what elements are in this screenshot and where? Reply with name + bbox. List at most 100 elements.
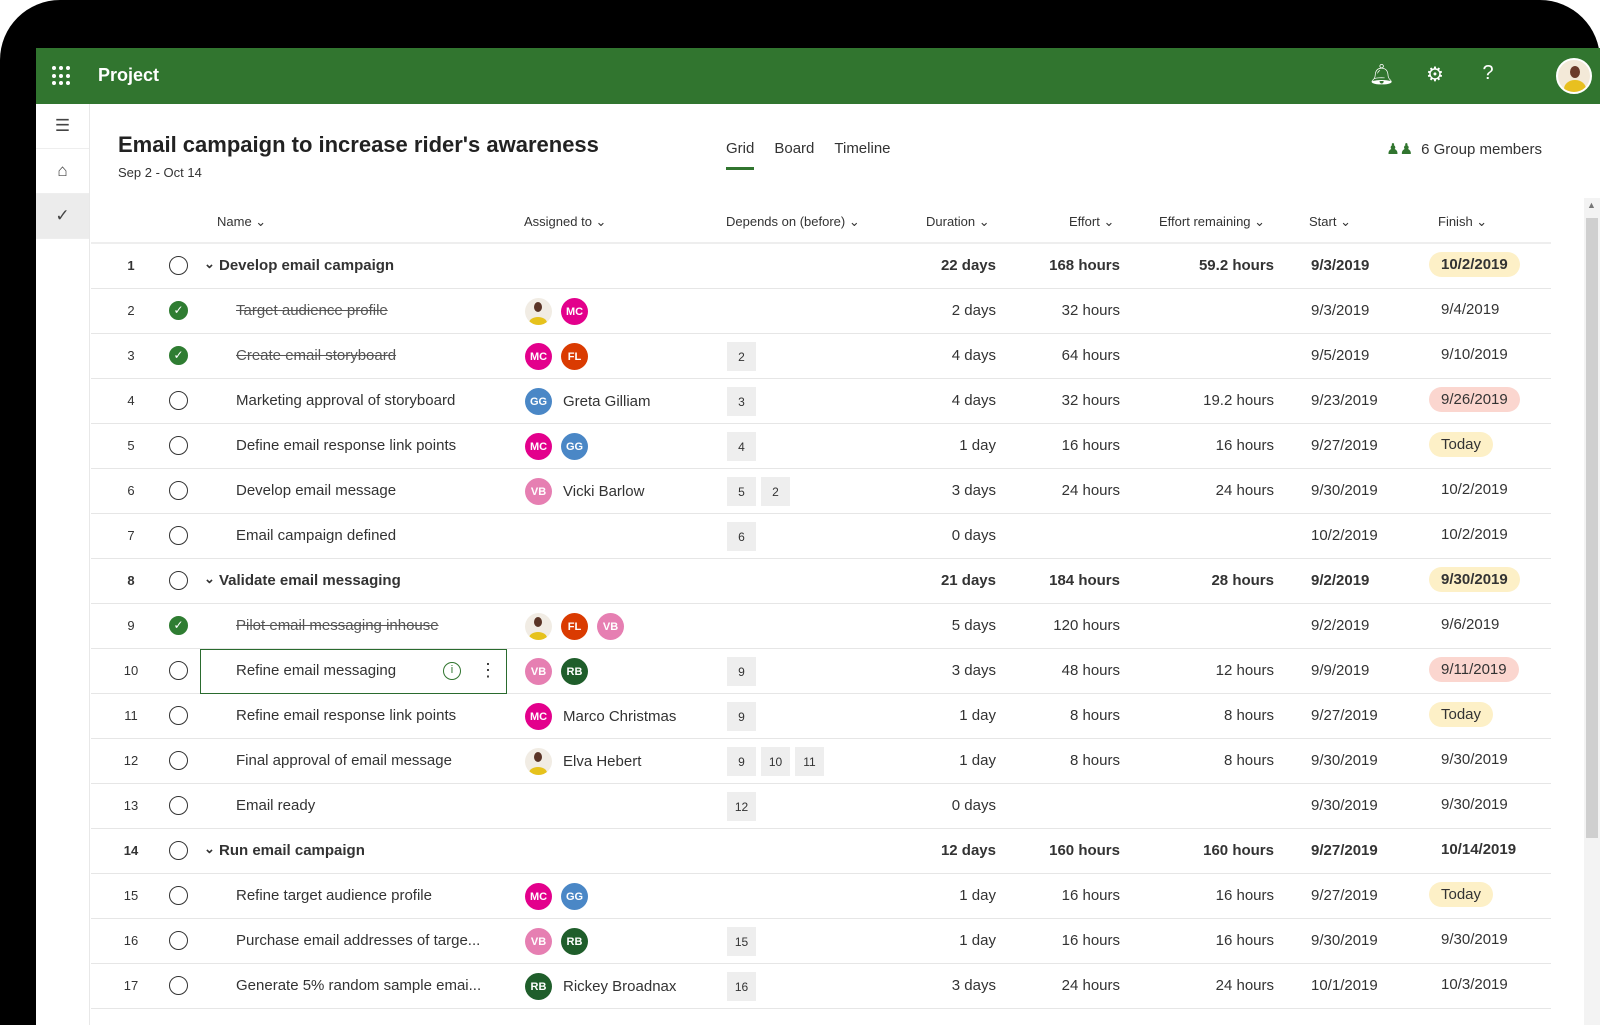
- task-name[interactable]: Generate 5% random sample emai...: [236, 977, 482, 994]
- start-date[interactable]: 10/2/2019: [1311, 527, 1378, 544]
- app-name[interactable]: Project: [98, 65, 160, 85]
- table-row[interactable]: 13 Email ready 12 0 days 9/30/2019 9/30/2019: [91, 784, 1551, 829]
- start-date[interactable]: 9/30/2019: [1311, 797, 1378, 814]
- effort[interactable]: 160 hours: [1049, 842, 1120, 859]
- completed-check-icon[interactable]: ✓: [169, 346, 188, 365]
- group-row[interactable]: 8 ⌄ Validate email messaging 21 days 184 hou…: [91, 559, 1551, 604]
- dependency-chip[interactable]: 2: [761, 477, 790, 506]
- duration[interactable]: 4 days: [951, 347, 996, 364]
- complete-task-checkbox[interactable]: [169, 661, 188, 680]
- col-name[interactable]: Name ⌄: [217, 214, 267, 229]
- finish-date[interactable]: 9/4/2019: [1441, 301, 1500, 318]
- dependency-chip[interactable]: 6: [727, 522, 756, 551]
- finish-date[interactable]: 10/14/2019: [1441, 841, 1517, 858]
- gear-icon[interactable]: ⚙︎: [1426, 64, 1444, 86]
- task-name[interactable]: Develop email campaign: [219, 257, 395, 274]
- table-row[interactable]: 9 ✓ Pilot email messaging inhouse FL VB 5 day…: [91, 604, 1551, 649]
- duration[interactable]: 5 days: [951, 617, 996, 634]
- dependency-chip[interactable]: 2: [727, 342, 756, 371]
- finish-date[interactable]: 9/26/2019: [1429, 387, 1520, 412]
- effort-remaining[interactable]: 24 hours: [1215, 977, 1274, 994]
- finish-date[interactable]: 9/6/2019: [1441, 616, 1500, 633]
- start-date[interactable]: 9/23/2019: [1311, 392, 1378, 409]
- effort-remaining[interactable]: 160 hours: [1203, 842, 1274, 859]
- assignee-avatar[interactable]: MC: [525, 703, 552, 730]
- completed-check-icon[interactable]: ✓: [169, 616, 188, 635]
- effort-remaining[interactable]: 8 hours: [1223, 707, 1274, 724]
- finish-date[interactable]: Today: [1429, 702, 1494, 727]
- effort[interactable]: 32 hours: [1061, 302, 1120, 319]
- duration[interactable]: 2 days: [951, 302, 996, 319]
- help-icon[interactable]: ?: [1482, 62, 1494, 84]
- complete-task-checkbox[interactable]: [169, 526, 188, 545]
- duration[interactable]: 1 day: [959, 437, 996, 454]
- task-name[interactable]: Run email campaign: [219, 842, 365, 859]
- effort[interactable]: 64 hours: [1061, 347, 1120, 364]
- effort-remaining[interactable]: 12 hours: [1215, 662, 1274, 679]
- start-date[interactable]: 9/3/2019: [1311, 302, 1370, 319]
- assignee-avatar[interactable]: RB: [525, 973, 552, 1000]
- start-date[interactable]: 9/27/2019: [1311, 842, 1378, 859]
- finish-date[interactable]: 9/11/2019: [1429, 657, 1519, 682]
- complete-task-checkbox[interactable]: [169, 391, 188, 410]
- assignee-avatar[interactable]: GG: [525, 388, 552, 415]
- duration[interactable]: 3 days: [951, 662, 996, 679]
- task-name[interactable]: Email ready: [236, 797, 316, 814]
- table-row[interactable]: 15 Refine target audience profile MC GG 1 da…: [91, 874, 1551, 919]
- task-name[interactable]: Create email storyboard: [236, 347, 397, 364]
- info-icon[interactable]: i: [443, 662, 461, 680]
- assignees[interactable]: MC FL: [525, 343, 588, 370]
- table-row[interactable]: 16 Purchase email addresses of targe... VB…: [91, 919, 1551, 964]
- avatar[interactable]: [1556, 58, 1592, 94]
- assignee-avatar[interactable]: RB: [561, 928, 588, 955]
- bell-icon[interactable]: 🔔︎: [1369, 64, 1395, 86]
- assignee-avatar[interactable]: MC: [561, 298, 588, 325]
- complete-task-checkbox[interactable]: [169, 886, 188, 905]
- assignees[interactable]: VB RB: [525, 928, 588, 955]
- task-name[interactable]: Define email response link points: [236, 437, 457, 454]
- scroll-up-icon[interactable]: ▲: [1587, 200, 1596, 210]
- tab-grid[interactable]: Grid: [726, 140, 755, 170]
- complete-task-checkbox[interactable]: [169, 706, 188, 725]
- table-row[interactable]: 3 ✓ Create email storyboard MC FL 2 4 days 64 h…: [91, 334, 1551, 379]
- finish-date[interactable]: 10/2/2019: [1441, 526, 1508, 543]
- col-assigned[interactable]: Assigned to ⌄: [524, 214, 607, 229]
- complete-task-checkbox[interactable]: [169, 841, 188, 860]
- start-date[interactable]: 9/27/2019: [1311, 707, 1378, 724]
- effort-remaining[interactable]: 8 hours: [1223, 752, 1274, 769]
- task-name[interactable]: Email campaign defined: [236, 527, 397, 544]
- assignee-avatar[interactable]: [525, 613, 552, 640]
- assignee-avatar[interactable]: VB: [597, 613, 624, 640]
- duration[interactable]: 12 days: [940, 842, 996, 859]
- effort[interactable]: 24 hours: [1061, 977, 1120, 994]
- complete-task-checkbox[interactable]: [169, 976, 188, 995]
- tab-timeline[interactable]: Timeline: [834, 140, 891, 157]
- dependency-chip[interactable]: 5: [727, 477, 756, 506]
- selected-cell[interactable]: [200, 649, 507, 694]
- task-name[interactable]: Develop email message: [236, 482, 397, 499]
- effort-remaining[interactable]: 16 hours: [1215, 932, 1274, 949]
- duration[interactable]: 21 days: [940, 572, 996, 589]
- dependency-chip[interactable]: 9: [727, 657, 756, 686]
- effort[interactable]: 16 hours: [1061, 437, 1120, 454]
- start-date[interactable]: 9/3/2019: [1311, 257, 1370, 274]
- waffle-icon[interactable]: [52, 66, 72, 86]
- effort[interactable]: 184 hours: [1049, 572, 1120, 589]
- duration[interactable]: 1 day: [959, 887, 996, 904]
- effort-remaining[interactable]: 19.2 hours: [1203, 392, 1274, 409]
- home-icon[interactable]: ⌂: [36, 149, 89, 194]
- assignee-avatar[interactable]: MC: [525, 343, 552, 370]
- finish-date[interactable]: 9/30/2019: [1441, 931, 1508, 948]
- duration[interactable]: 0 days: [951, 527, 996, 544]
- finish-date[interactable]: Today: [1429, 432, 1494, 457]
- table-row[interactable]: 17 Generate 5% random sample emai... RB Ric…: [91, 964, 1551, 1009]
- dependency-chip[interactable]: 12: [727, 792, 756, 821]
- start-date[interactable]: 9/9/2019: [1311, 662, 1370, 679]
- effort[interactable]: 48 hours: [1061, 662, 1120, 679]
- finish-date[interactable]: 10/2/2019: [1429, 252, 1520, 277]
- dependency-chip[interactable]: 9: [727, 747, 756, 776]
- assignees[interactable]: MC GG: [525, 433, 588, 460]
- dependency-chip[interactable]: 15: [727, 927, 756, 956]
- assignees[interactable]: FL VB: [525, 613, 624, 640]
- complete-task-checkbox[interactable]: [169, 481, 188, 500]
